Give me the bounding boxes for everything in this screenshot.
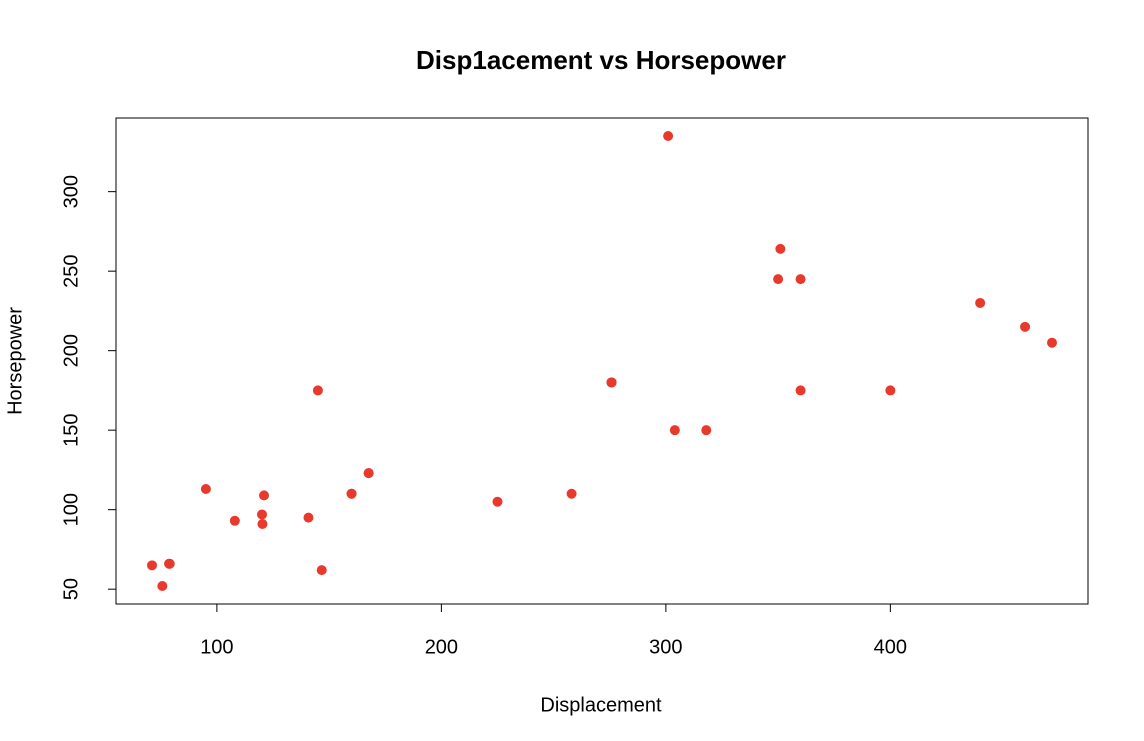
point <box>147 560 158 571</box>
point <box>229 515 240 526</box>
point <box>701 425 712 436</box>
point <box>492 496 503 507</box>
point <box>164 558 175 569</box>
point <box>773 274 784 285</box>
y-tick-label: 300 <box>60 175 82 208</box>
point <box>885 385 896 396</box>
y-tick-label: 200 <box>60 334 82 367</box>
point <box>795 385 806 396</box>
point <box>316 565 327 576</box>
point <box>775 243 786 254</box>
y-axis-label: Horsepower <box>4 307 26 415</box>
point <box>257 509 268 520</box>
point <box>303 512 314 523</box>
point <box>200 484 211 495</box>
chart-title: Disp1acement vs Horsepower <box>416 45 786 75</box>
x-tick-label: 300 <box>649 636 682 658</box>
point <box>259 490 270 501</box>
point <box>157 581 168 591</box>
y-tick-label: 100 <box>60 493 82 526</box>
point <box>257 518 268 529</box>
point <box>606 377 617 388</box>
point <box>312 385 323 396</box>
x-tick-label: 400 <box>874 636 907 658</box>
y-tick-label: 250 <box>60 254 82 287</box>
x-axis-label: Displacement <box>540 694 662 716</box>
point <box>1020 321 1031 332</box>
y-tick-label: 50 <box>60 578 82 600</box>
point <box>363 468 374 479</box>
point <box>566 488 577 499</box>
point <box>1046 337 1057 348</box>
point <box>975 297 986 308</box>
x-tick-label: 100 <box>200 636 233 658</box>
y-tick-label: 150 <box>60 413 82 446</box>
plot-frame <box>115 117 1089 605</box>
x-tick-label: 200 <box>425 636 458 658</box>
point <box>663 131 674 141</box>
point <box>795 274 806 285</box>
point <box>346 488 357 499</box>
point <box>669 425 680 436</box>
